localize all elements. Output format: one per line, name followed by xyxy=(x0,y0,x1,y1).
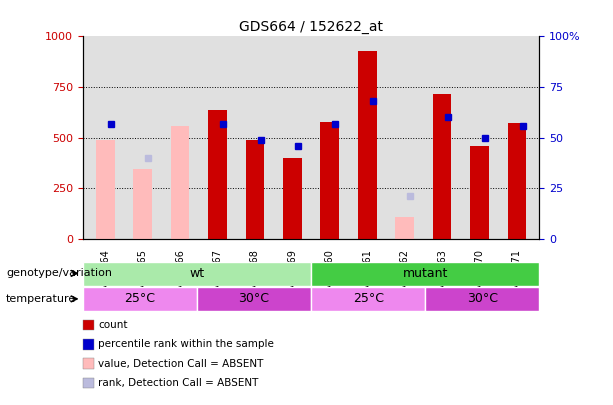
Bar xyxy=(83,262,311,286)
Bar xyxy=(311,287,425,311)
Text: genotype/variation: genotype/variation xyxy=(6,269,112,278)
Bar xyxy=(96,140,115,239)
Bar xyxy=(508,123,527,239)
Bar xyxy=(311,262,539,286)
Text: wt: wt xyxy=(189,267,205,280)
Text: 25°C: 25°C xyxy=(352,292,384,305)
Bar xyxy=(171,126,189,239)
Bar xyxy=(197,287,311,311)
Bar xyxy=(133,169,152,239)
Text: count: count xyxy=(98,320,128,330)
Bar xyxy=(433,94,451,239)
Bar xyxy=(395,217,414,239)
Text: value, Detection Call = ABSENT: value, Detection Call = ABSENT xyxy=(98,359,264,369)
Bar xyxy=(425,287,539,311)
Bar xyxy=(208,111,227,239)
Bar xyxy=(321,122,339,239)
Bar xyxy=(470,146,489,239)
Title: GDS664 / 152622_at: GDS664 / 152622_at xyxy=(239,20,383,34)
Text: percentile rank within the sample: percentile rank within the sample xyxy=(98,339,274,349)
Text: 25°C: 25°C xyxy=(124,292,155,305)
Bar xyxy=(83,287,197,311)
Text: 30°C: 30°C xyxy=(467,292,498,305)
Bar xyxy=(358,51,376,239)
Bar xyxy=(246,140,264,239)
Text: rank, Detection Call = ABSENT: rank, Detection Call = ABSENT xyxy=(98,378,259,388)
Text: mutant: mutant xyxy=(403,267,448,280)
Bar xyxy=(283,158,302,239)
Text: temperature: temperature xyxy=(6,294,77,304)
Text: 30°C: 30°C xyxy=(238,292,270,305)
